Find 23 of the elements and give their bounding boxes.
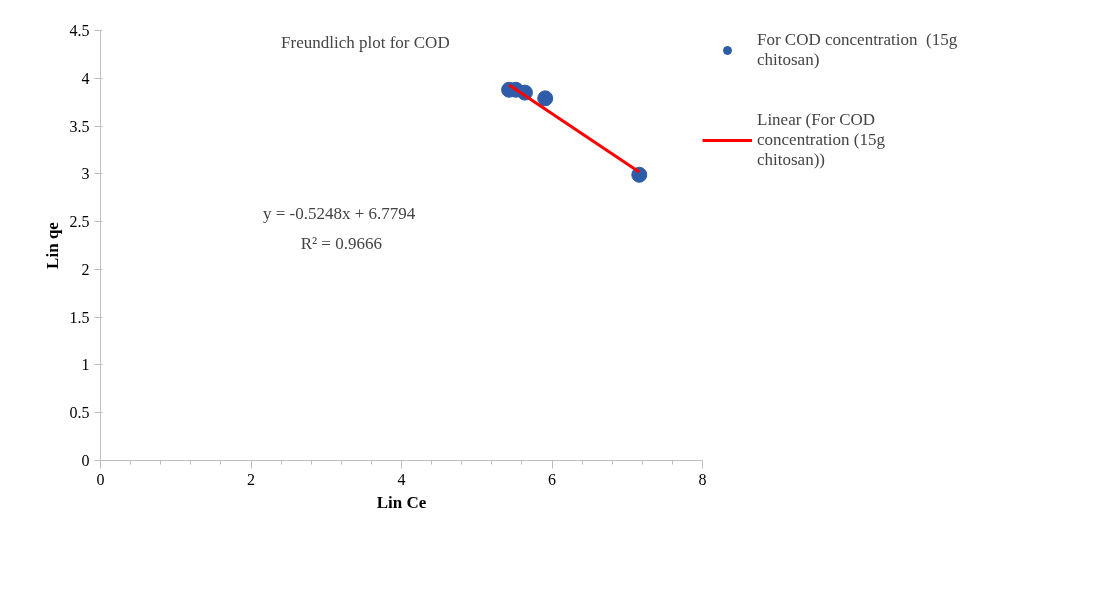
y-tick-label: 1.5 xyxy=(69,308,90,326)
x-axis-title: Lin Ce xyxy=(376,492,427,512)
y-tick-label: 4 xyxy=(81,69,90,87)
legend-label: For COD concentration (15g chitosan) xyxy=(757,30,959,70)
y-tick-label: 2.5 xyxy=(69,213,90,231)
x-tick-label: 8 xyxy=(698,470,707,488)
y-tick-label: 4.5 xyxy=(69,22,90,39)
y-tick-label: 0.5 xyxy=(69,404,90,422)
y-axis-title: Lin qe xyxy=(42,221,62,269)
y-tick-label: 3.5 xyxy=(69,117,90,135)
y-tick-label: 1 xyxy=(81,356,90,374)
annotation: y = -0.5248x + 6.7794 xyxy=(263,203,416,223)
x-tick-label: 2 xyxy=(247,470,255,488)
x-tick-label: 4 xyxy=(397,470,406,488)
y-tick-label: 2 xyxy=(81,260,90,278)
annotation: R² = 0.9666 xyxy=(300,233,382,253)
y-tick-label: 3 xyxy=(81,165,90,183)
x-tick-label: 6 xyxy=(548,470,556,488)
point xyxy=(537,90,554,107)
legend-label: Linear (For COD concentration (15g chitosan)) xyxy=(757,110,886,170)
chart-title: Freundlich plot for COD xyxy=(281,33,450,52)
y-tick-label: 0 xyxy=(81,452,90,469)
x-tick-label: 0 xyxy=(96,470,105,488)
